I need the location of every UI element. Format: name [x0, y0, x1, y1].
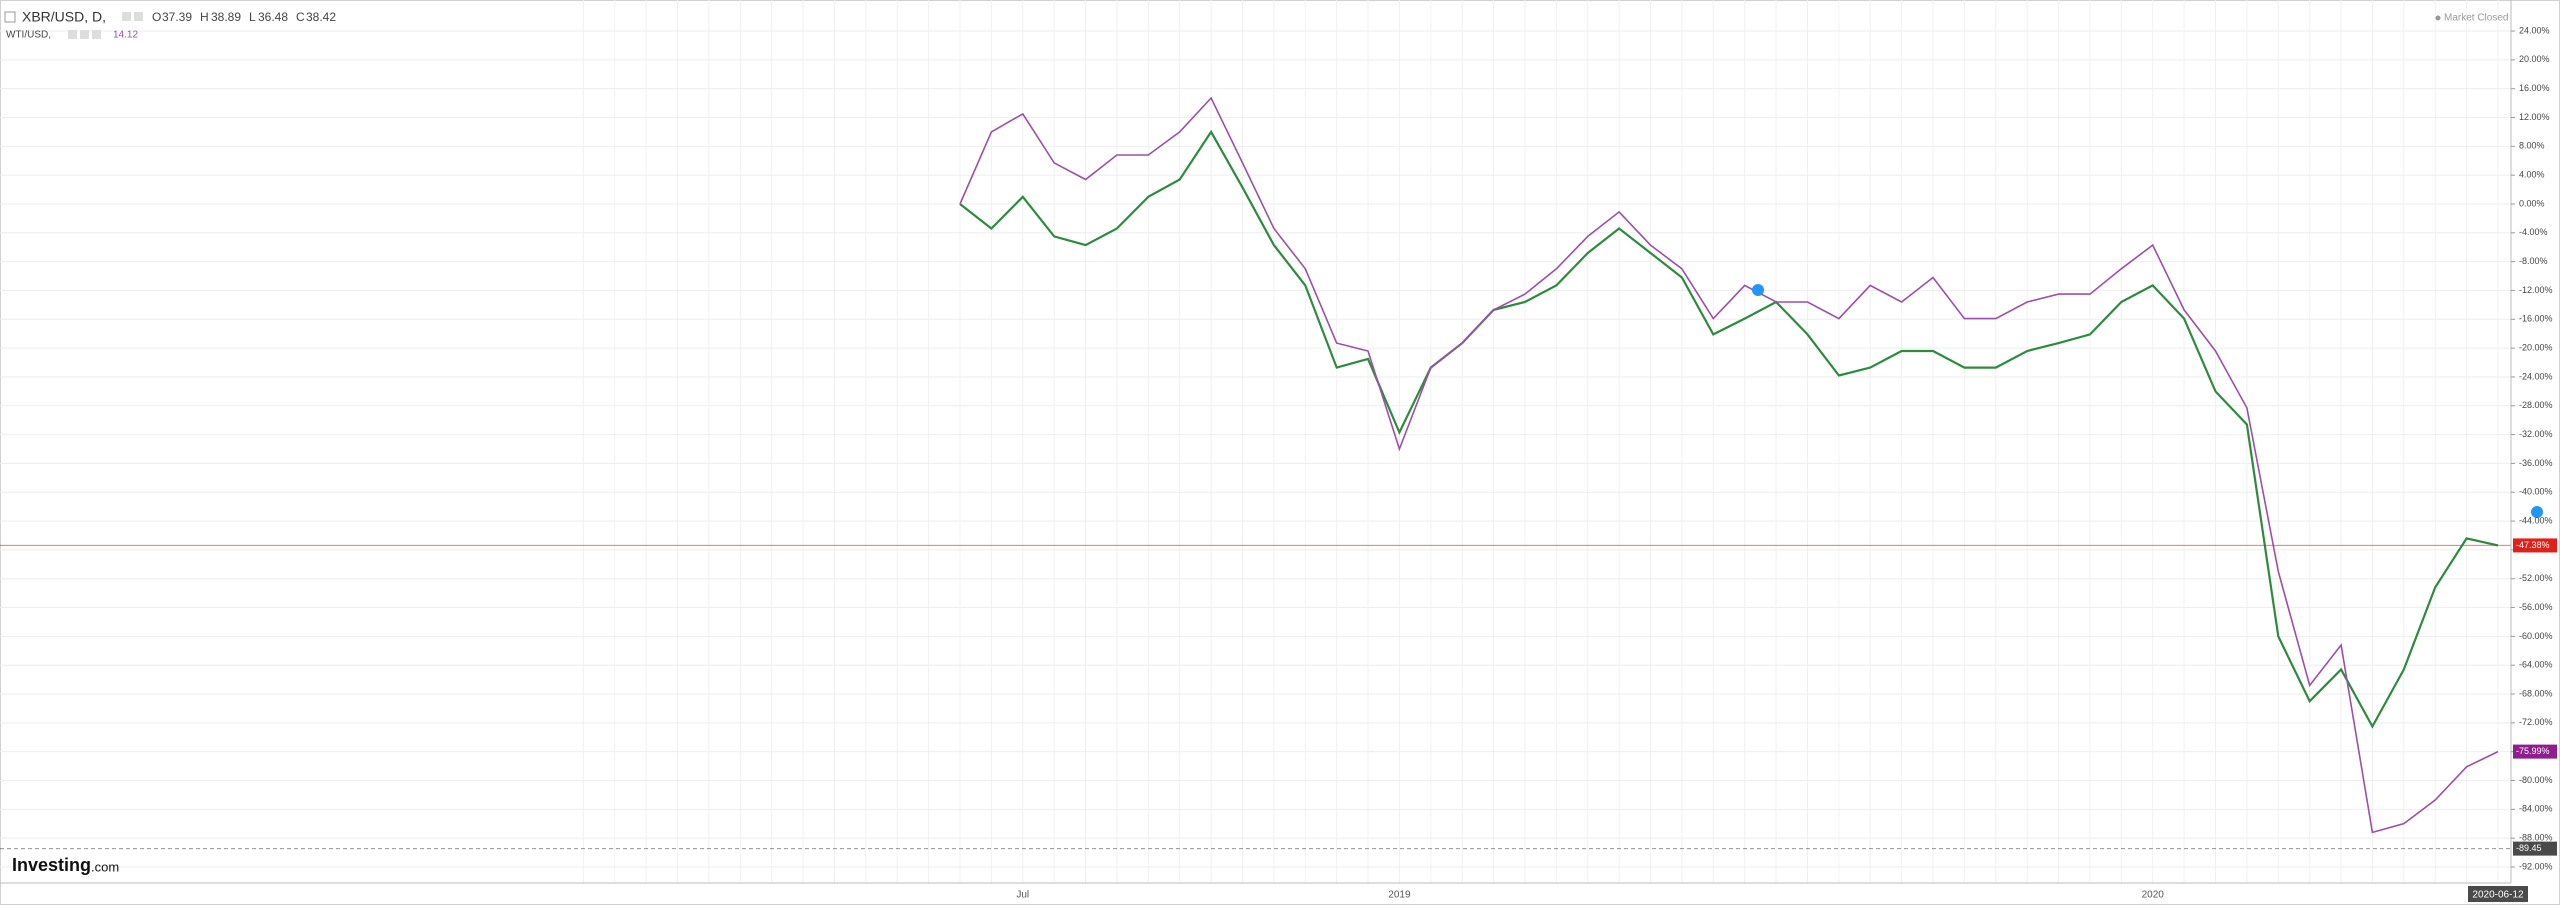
legend-button[interactable] [80, 30, 89, 39]
y-tick-label: -32.00% [2519, 429, 2553, 439]
plot [0, 96, 2511, 850]
series-line [959, 96, 2499, 834]
ohlc-value: 38.89 [211, 10, 241, 24]
y-tick-label: -12.00% [2519, 285, 2553, 295]
series-line [959, 129, 2499, 729]
price-label: -47.38% [2516, 540, 2550, 550]
crosshair-date-box [2468, 886, 2528, 902]
y-tick-label: 12.00% [2519, 112, 2550, 122]
ohlc-label: L [249, 10, 256, 24]
ohlc-value: 36.48 [258, 10, 288, 24]
ohlc-value: 38.42 [306, 10, 336, 24]
price-label: -75.99% [2516, 746, 2550, 756]
legend-button[interactable] [92, 30, 101, 39]
price-box [2513, 744, 2557, 759]
y-tick-label: 0.00% [2519, 198, 2545, 208]
legend-button[interactable] [68, 30, 77, 39]
ohlc-value: 37.39 [162, 10, 192, 24]
status-dot [2435, 15, 2441, 21]
logo-brand: Investing [12, 855, 91, 875]
ohlc-label: O [152, 10, 161, 24]
legend-button[interactable] [122, 12, 131, 21]
ohlc-label: C [296, 10, 305, 24]
y-tick-label: 8.00% [2519, 141, 2545, 151]
y-tick-label: -80.00% [2519, 775, 2553, 785]
x-tick-label: 2020 [2142, 890, 2165, 901]
y-tick-label: -4.00% [2519, 227, 2548, 237]
y-tick-label: 24.00% [2519, 25, 2550, 35]
price-box [2513, 841, 2557, 856]
y-tick-label: -20.00% [2519, 342, 2553, 352]
y-tick-label: -92.00% [2519, 861, 2553, 871]
y-tick-label: -72.00% [2519, 717, 2553, 727]
y-tick-label: -16.00% [2519, 314, 2553, 324]
price-label: -89.45 [2516, 843, 2542, 853]
compare-value: 14.12 [113, 30, 138, 41]
y-tick-label: -60.00% [2519, 631, 2553, 641]
collapse-icon[interactable] [4, 11, 16, 23]
legend-button[interactable] [134, 12, 143, 21]
y-tick-label: -64.00% [2519, 660, 2553, 670]
y-tick-label: -56.00% [2519, 602, 2553, 612]
ohlc-label: H [200, 10, 209, 24]
y-tick-label: 16.00% [2519, 83, 2550, 93]
y-tick-label: -8.00% [2519, 256, 2548, 266]
y-tick-label: -68.00% [2519, 688, 2553, 698]
grid [0, 0, 2511, 883]
y-tick-label: -36.00% [2519, 458, 2553, 468]
logo-suffix: .com [91, 859, 119, 874]
y-tick-label: -84.00% [2519, 804, 2553, 814]
event-marker[interactable] [1752, 284, 1764, 296]
y-tick-label: -40.00% [2519, 487, 2553, 497]
compare-symbol: WTI/USD, [6, 30, 51, 41]
y-tick-label: -52.00% [2519, 573, 2553, 583]
x-tick-label: Jul [1016, 890, 1029, 901]
market-status: Market Closed [2444, 13, 2508, 24]
x-tick-label: 2020-06-12 [2472, 890, 2524, 901]
symbol: XBR/USD, D, [22, 9, 106, 25]
event-marker[interactable] [2531, 506, 2543, 518]
y-tick-label: -44.00% [2519, 515, 2553, 525]
y-tick-label: -24.00% [2519, 371, 2553, 381]
x-tick-label: 2019 [1388, 890, 1411, 901]
legend: XBR/USD, D, O 37.39 H 38.89 L 36.48 C 38… [4, 9, 336, 41]
y-tick-label: -28.00% [2519, 400, 2553, 410]
y-tick-label: 4.00% [2519, 170, 2545, 180]
y-tick-label: 20.00% [2519, 54, 2550, 64]
price-box [2513, 538, 2557, 553]
y-tick-label: -88.00% [2519, 833, 2553, 843]
